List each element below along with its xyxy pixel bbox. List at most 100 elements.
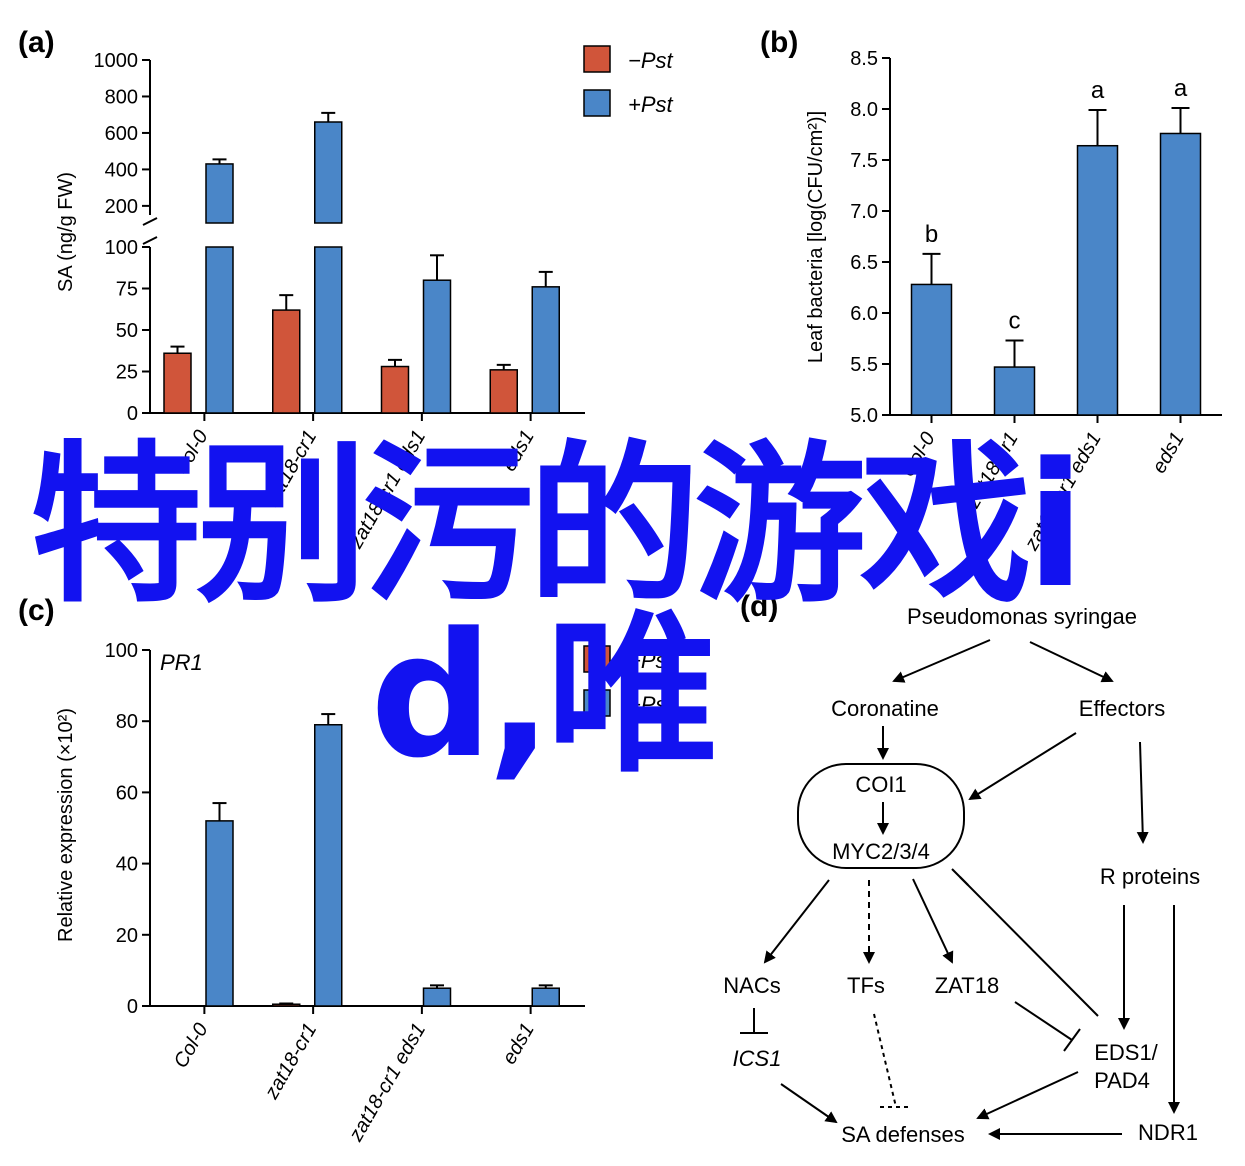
y-tick-label: 60: [116, 782, 138, 804]
x-tick-label-eds1: eds1: [1148, 429, 1189, 478]
node-effectors: Effectors: [1079, 696, 1165, 721]
y-tick-label: 800: [105, 86, 138, 108]
y-tick-label: 75: [116, 279, 138, 301]
bar-pst-zat18-cr1-eds1: [422, 987, 452, 1007]
y-tick-label: 100: [105, 237, 138, 259]
node-pseudomonas-syringae: Pseudomonas syringae: [907, 604, 1137, 629]
node-coi1-complex-box: [797, 763, 965, 869]
panel-b-y-axis-label: Leaf bacteria [log(CFU/cm²)]: [805, 111, 827, 363]
bar-zat18-cr1: [993, 366, 1036, 416]
significance-letter: b: [925, 221, 938, 248]
x-tick-label-col-0: Col-0: [170, 1020, 213, 1072]
panel-a-y-axis-label: SA (ng/g FW): [55, 172, 77, 292]
legend-swatch-plus-pst: [583, 689, 611, 717]
node-r-proteins: R proteins: [1100, 864, 1200, 889]
panel-c-gene-label: PR1: [160, 650, 203, 675]
y-tick-label: 6.5: [850, 252, 878, 274]
x-tick-label-eds1: eds1: [498, 1020, 539, 1069]
bar-pst-col-0: [163, 352, 192, 414]
axis-break-mark: [142, 217, 158, 226]
significance-letter: c: [1009, 308, 1021, 335]
panel-b-label: (b): [760, 26, 798, 59]
legend-label-minus-pst: −Pst: [628, 48, 674, 73]
bar-pst-eds1: [531, 987, 560, 1007]
legend-swatch-plus-pst: [583, 89, 611, 117]
bar-pst-zat18-cr1-lower: [314, 246, 343, 414]
inhibition-eds1-to-myc-bar: [951, 868, 969, 886]
node-zat18: ZAT18: [935, 973, 999, 998]
panel-c-bars: [205, 713, 560, 1007]
y-tick-label: 600: [105, 123, 138, 145]
inhibition-zat18-to-eds1-bar: [1063, 1028, 1081, 1052]
bar-pst-col-0-upper: [205, 163, 234, 224]
y-tick-label: 200: [105, 196, 138, 218]
y-tick-label: 6.0: [850, 303, 878, 325]
x-tick-label-zat18-cr1: zat18-cr1: [260, 1020, 321, 1104]
arrow-myc-to-nacs: [763, 879, 830, 964]
legend-swatch-minus-pst: [583, 45, 611, 73]
inhibition-eds1-to-myc: [959, 876, 1099, 1017]
dashed-inhibition-tfs-to-sa-defenses: [873, 1013, 897, 1108]
y-tick-label: 8.0: [850, 99, 878, 121]
arrow-ics1-to-sa-defenses: [780, 1083, 838, 1124]
y-tick-label: 25: [116, 362, 138, 384]
node-nacs: NACs: [723, 973, 780, 998]
bar-zat18-cr1-eds1: [1076, 144, 1119, 416]
arrow-effectors-to-r-proteins: [1136, 741, 1149, 844]
node-myc: MYC2/3/4: [832, 839, 930, 864]
y-tick-label: 7.5: [850, 150, 878, 172]
bar-pst-zat18-cr1: [272, 1003, 301, 1007]
y-tick-label: 5.5: [850, 354, 878, 376]
inhibition-zat18-to-eds1: [1014, 1001, 1073, 1041]
arrow-pathogen-to-effectors: [1029, 641, 1114, 683]
bar-pst-zat18-cr1: [272, 309, 301, 414]
y-tick-label: 400: [105, 159, 138, 181]
node-tfs: TFs: [847, 973, 885, 998]
y-tick-label: 0: [127, 403, 138, 425]
overlay-text-line-1: 特别污的游戏i: [30, 425, 1085, 626]
y-tick-label: 40: [116, 854, 138, 876]
legend-swatch-minus-pst: [583, 645, 611, 673]
panel-b-bars: [910, 106, 1202, 416]
bar-col-0: [910, 283, 953, 416]
arrow-pathogen-to-coronatine: [892, 639, 991, 683]
y-tick-label: 5.0: [850, 405, 878, 427]
legend-label-plus-pst: +Pst: [628, 92, 674, 117]
node-ics1: ICS1: [733, 1046, 782, 1071]
panel-c-legend: −Pst +Pst: [583, 645, 674, 717]
panel-a-bars: [163, 111, 560, 414]
panel-c-label: (c): [18, 594, 55, 627]
bar-pst-col-0-lower: [205, 246, 234, 414]
y-tick-label: 100: [105, 640, 138, 662]
panel-a-label: (a): [18, 26, 55, 59]
panel-a-legend: −Pst +Pst: [583, 45, 674, 117]
y-tick-label: 8.5: [850, 48, 878, 70]
node-ndr1: NDR1: [1138, 1120, 1198, 1145]
y-tick-label: 1000: [94, 50, 139, 72]
node-eds1: EDS1/: [1094, 1040, 1158, 1065]
bar-pst-col-0: [205, 820, 234, 1007]
significance-letter: a: [1091, 77, 1105, 104]
panel-c-y-axis-label: Relative expression (×10²): [55, 708, 77, 942]
bar-pst-zat18-cr1-eds1: [422, 279, 452, 414]
node-sa-defenses: SA defenses: [841, 1122, 965, 1147]
axis-break-mark: [142, 236, 158, 245]
legend-label-plus-pst: +Pst: [628, 692, 674, 717]
bar-pst-eds1: [531, 286, 560, 414]
overlay-text-line-2: d,唯: [370, 595, 718, 796]
y-tick-label: 0: [127, 996, 138, 1018]
bar-pst-zat18-cr1-upper: [314, 121, 343, 224]
y-tick-label: 7.0: [850, 201, 878, 223]
diagram-edges: [740, 639, 1180, 1140]
node-pad4: PAD4: [1094, 1068, 1150, 1093]
node-coronatine: Coronatine: [831, 696, 939, 721]
panel-d-pathway-diagram: (d) Pseudomonas syringae Coronatine Effe…: [723, 590, 1200, 1147]
y-tick-label: 80: [116, 711, 138, 733]
arrow-eds1-to-sa-defenses: [976, 1071, 1079, 1120]
arrow-effectors-to-coi1: [968, 732, 1077, 801]
panel-d-label: (d): [740, 590, 778, 623]
arrow-myc-to-zat18: [912, 878, 954, 964]
x-tick-label-zat18-cr1-eds1: zat18-cr1 eds1: [345, 1020, 431, 1146]
y-tick-label: 20: [116, 925, 138, 947]
